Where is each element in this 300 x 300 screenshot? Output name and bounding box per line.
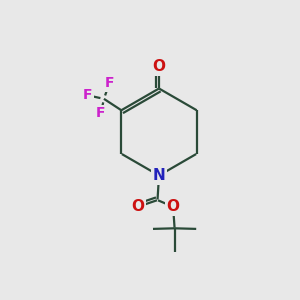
Text: O: O	[167, 199, 180, 214]
Text: O: O	[131, 199, 145, 214]
Text: F: F	[96, 106, 106, 120]
Text: F: F	[83, 88, 92, 102]
Text: F: F	[105, 76, 114, 90]
Text: N: N	[153, 168, 165, 183]
Text: O: O	[152, 59, 166, 74]
